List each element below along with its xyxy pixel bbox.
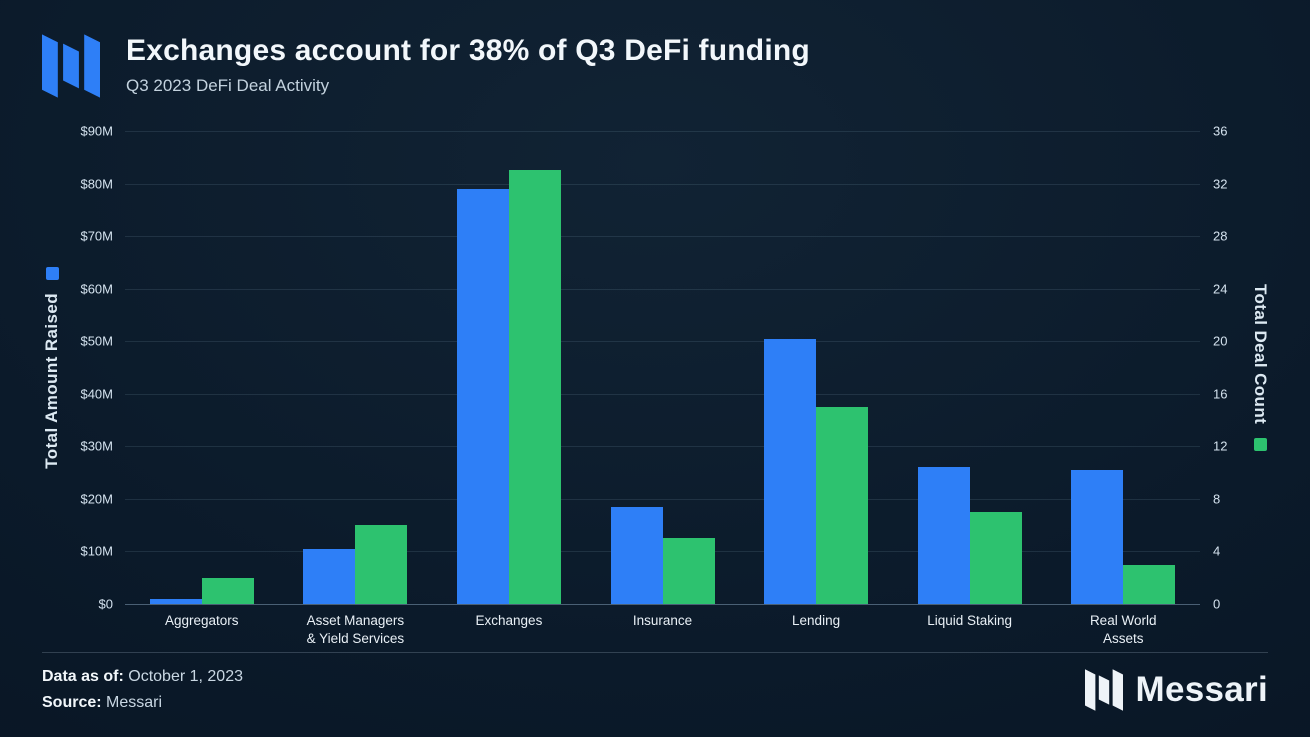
page-subtitle: Q3 2023 DeFi Deal Activity: [126, 75, 330, 95]
left-axis-ticks: $0 $10M $20M $30M $40M $50M $60M $70M $80M $90M: [0, 124, 113, 612]
gridline: [125, 183, 1200, 185]
data-as-of-label: Data as of:: [42, 668, 124, 685]
deal-count-bar: [355, 525, 408, 604]
page-title: Exchanges account for 38% of Q3 DeFi fun…: [126, 34, 810, 67]
messari-logo-icon: [42, 34, 100, 98]
deal-count-bar: [1123, 564, 1176, 604]
messari-logo-white-icon: [1084, 669, 1123, 711]
left-axis-tick: $50M: [80, 333, 113, 349]
gridline: [125, 498, 1200, 500]
left-axis-title-group: Total Amount Raised: [38, 131, 66, 604]
right-axis-tick: 16: [1213, 386, 1228, 402]
category-label: Liquid Staking: [927, 613, 1013, 628]
right-axis-tick: 32: [1213, 176, 1228, 192]
footer-brand: Messari: [1084, 669, 1268, 711]
x-axis-labels: Aggregators Asset Managers & Yield Servic…: [125, 612, 1200, 656]
category-label: Aggregators: [165, 613, 239, 628]
left-axis-tick: $40M: [80, 386, 113, 402]
gridline: [125, 236, 1200, 238]
source-line: Source: Messari: [42, 690, 243, 716]
category-label: Insurance: [632, 613, 693, 628]
amount-raised-bar: [456, 188, 509, 604]
left-axis-tick: $0: [98, 596, 113, 612]
right-axis-tick: 36: [1213, 123, 1228, 139]
right-axis-tick: 4: [1213, 543, 1221, 559]
category-label: Real World Assets: [1089, 613, 1157, 647]
amount-raised-bar: [610, 506, 663, 604]
gridline: [125, 446, 1200, 448]
category-label: Lending: [792, 613, 841, 628]
right-axis-title: Total Deal Count: [1251, 284, 1270, 425]
amount-raised-bar: [303, 548, 356, 604]
header: Exchanges account for 38% of Q3 DeFi fun…: [42, 34, 810, 98]
left-axis-tick: $30M: [80, 438, 113, 454]
category-label: Exchanges: [475, 613, 543, 628]
data-as-of-line: Data as of: October 1, 2023: [42, 664, 243, 690]
left-axis-tick: $90M: [80, 123, 113, 139]
deal-count-bar: [201, 577, 254, 604]
deal-count-bar: [969, 512, 1022, 604]
footer: Data as of: October 1, 2023 Source: Mess…: [42, 652, 1268, 716]
amount-raised-bar: [1071, 469, 1124, 604]
right-axis-tick: 12: [1213, 438, 1228, 454]
right-axis-tick: 28: [1213, 228, 1228, 244]
right-axis-tick: 8: [1213, 491, 1221, 507]
right-axis-title-group: Total Deal Count: [1246, 131, 1274, 604]
amount-raised-bar: [149, 598, 202, 604]
right-axis-tick: 0: [1213, 596, 1221, 612]
plot-area: [125, 131, 1200, 605]
amount-raised-bar: [917, 467, 970, 604]
deal-count-bar: [508, 170, 561, 604]
data-as-of-value: October 1, 2023: [128, 668, 243, 685]
gridline: [125, 341, 1200, 343]
left-axis-tick: $20M: [80, 491, 113, 507]
right-axis-tick: 20: [1213, 333, 1228, 349]
source-value: Messari: [106, 693, 163, 711]
footer-meta: Data as of: October 1, 2023 Source: Mess…: [42, 664, 243, 716]
left-axis-tick: $70M: [80, 228, 113, 244]
header-text: Exchanges account for 38% of Q3 DeFi fun…: [126, 34, 810, 96]
right-axis-tick: 24: [1213, 281, 1228, 297]
gridline: [125, 604, 1200, 605]
right-axis-ticks: 0 4 8 12 16 20 24 28 32 36: [1213, 124, 1259, 612]
brand-wordmark: Messari: [1135, 669, 1268, 709]
category-label: Asset Managers & Yield Services: [306, 613, 405, 647]
gridline: [125, 131, 1200, 132]
amount-raised-bar: [764, 338, 817, 604]
gridline: [125, 393, 1200, 395]
amount-raised-legend-swatch: [45, 266, 59, 280]
deal-count-bar: [816, 406, 869, 604]
deal-count-legend-swatch: [1253, 437, 1267, 451]
left-axis-tick: $80M: [80, 176, 113, 192]
source-label: Source:: [42, 693, 102, 711]
left-axis-tick: $10M: [80, 543, 113, 559]
left-axis-tick: $60M: [80, 281, 113, 297]
deal-count-bar: [662, 538, 715, 604]
gridline: [125, 288, 1200, 290]
